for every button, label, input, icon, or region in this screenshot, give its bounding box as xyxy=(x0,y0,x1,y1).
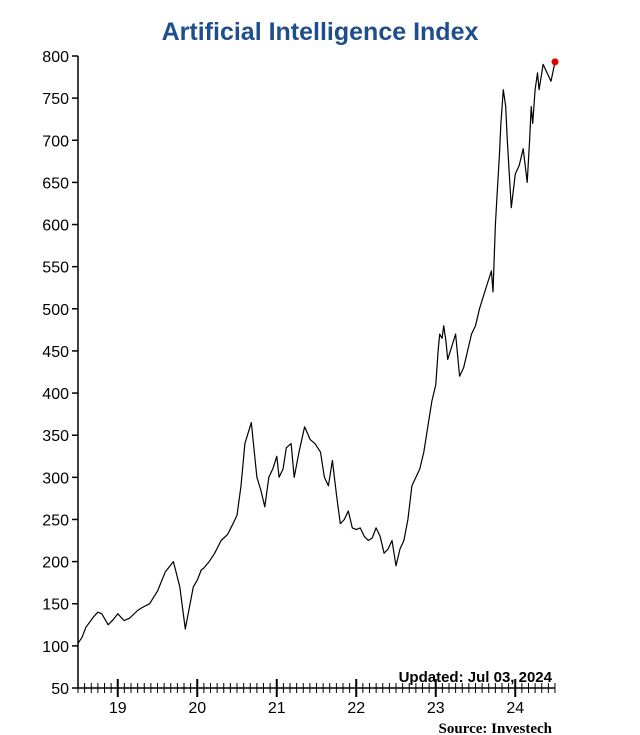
y-tick-label: 300 xyxy=(42,470,69,487)
y-tick-label: 650 xyxy=(42,175,69,192)
y-tick-label: 500 xyxy=(42,302,69,319)
y-tick-label: 200 xyxy=(42,555,69,572)
y-tick-label: 250 xyxy=(42,512,69,529)
x-tick-label: 21 xyxy=(268,700,286,717)
series-line xyxy=(77,61,556,644)
y-tick-label: 350 xyxy=(42,428,69,445)
chart-title: Artificial Intelligence Index xyxy=(161,18,479,46)
latest-value-marker xyxy=(551,58,559,66)
x-tick-label: 19 xyxy=(109,700,127,717)
x-axis: 19 20 21 22 23 24 xyxy=(77,679,556,717)
x-tick-label: 24 xyxy=(506,700,524,717)
y-tick-label: 400 xyxy=(42,386,69,403)
y-axis: 50 100 150 200 250 300 350 400 450 500 550 600 650 70… xyxy=(42,49,79,698)
y-tick-label: 150 xyxy=(42,597,69,614)
y-tick-label: 50 xyxy=(51,681,69,698)
y-tick-label: 550 xyxy=(42,260,69,277)
y-tick-label: 600 xyxy=(42,218,69,235)
series-layer xyxy=(77,58,559,644)
y-tick-label: 700 xyxy=(42,133,69,150)
x-tick-label: 23 xyxy=(427,700,445,717)
y-tick-label: 800 xyxy=(42,49,69,66)
y-tick-label: 450 xyxy=(42,344,69,361)
x-tick-label: 22 xyxy=(347,700,365,717)
x-tick-label: 20 xyxy=(188,700,206,717)
y-tick-label: 100 xyxy=(42,639,69,656)
y-tick-label: 750 xyxy=(42,91,69,108)
updated-note: Updated: Jul 03, 2024 xyxy=(399,669,553,686)
source-note: Source: Investech xyxy=(439,721,553,735)
